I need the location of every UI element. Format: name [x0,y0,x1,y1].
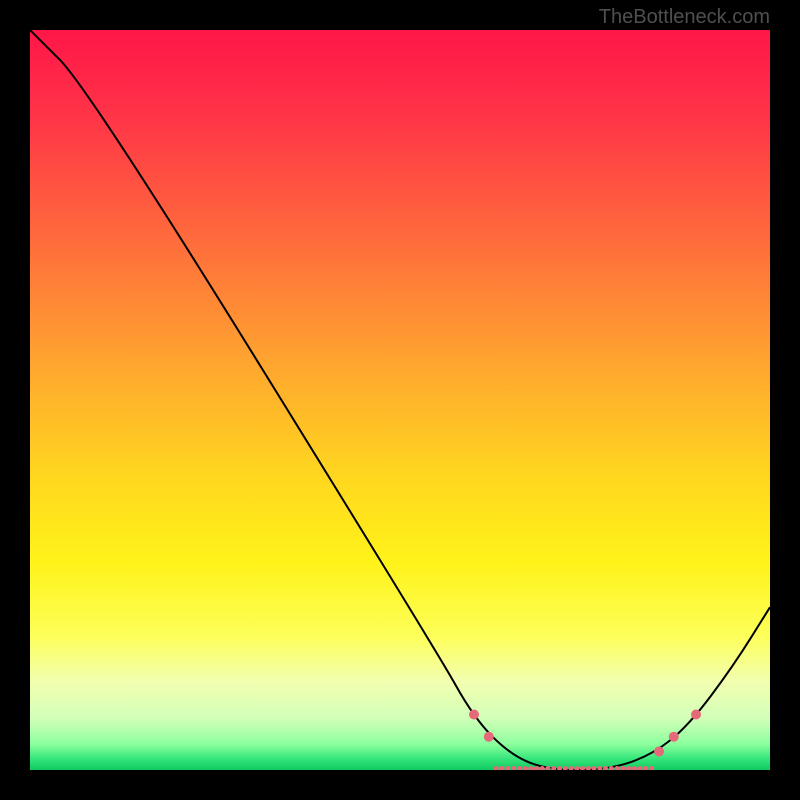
chart-container: TheBottleneck.com [0,0,800,800]
watermark-text: TheBottleneck.com [599,6,770,29]
plot-area [30,30,770,770]
gradient-background [30,30,770,770]
